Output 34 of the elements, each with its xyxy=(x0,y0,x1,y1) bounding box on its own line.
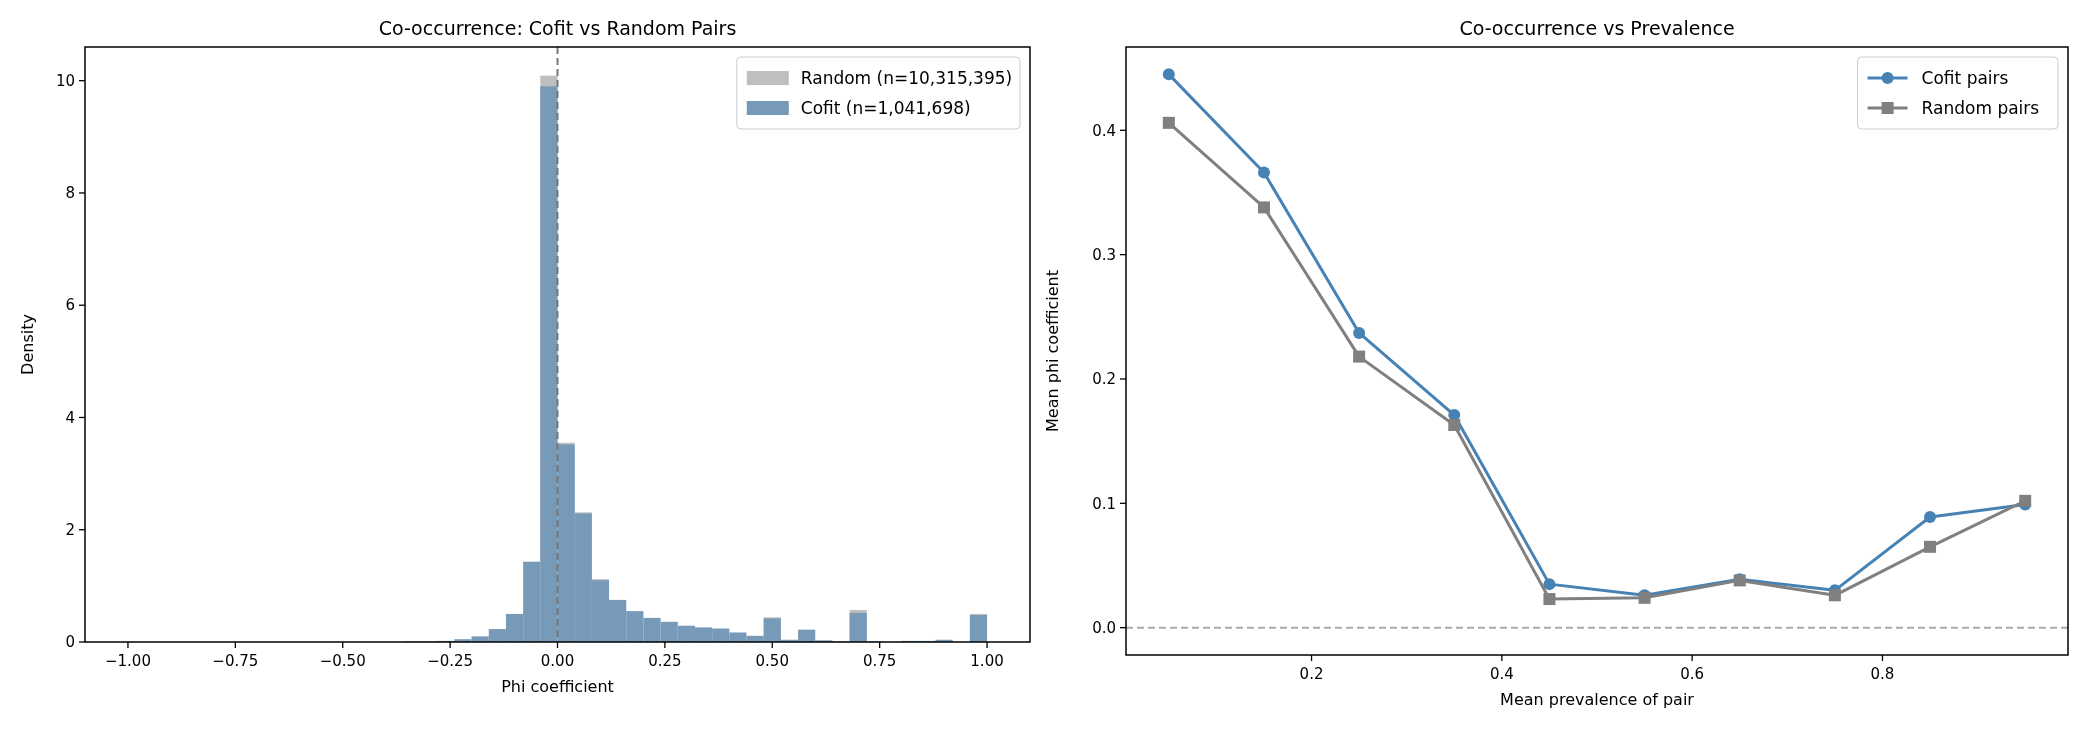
x-tick-label: −0.50 xyxy=(319,652,366,670)
y-tick-label: 8 xyxy=(65,184,75,203)
y-tick-label: 0.3 xyxy=(1092,245,1116,264)
y-tick-label: 0 xyxy=(65,633,75,652)
y-tick-label: 0.0 xyxy=(1092,618,1116,637)
legend-label: Random (n=10,315,395) xyxy=(800,67,1013,88)
y-tick-label: 0.4 xyxy=(1092,121,1116,140)
x-tick-label: 0.75 xyxy=(862,652,897,670)
x-tick-label: −1.00 xyxy=(104,652,151,670)
x-tick-label: 0.4 xyxy=(1489,665,1514,683)
x-tick-label: 0.00 xyxy=(540,652,575,670)
x-tick-label: −0.75 xyxy=(212,652,259,670)
x-tick-label: 0.2 xyxy=(1299,665,1324,683)
y-tick-label: 0.1 xyxy=(1092,494,1116,513)
legend-label: Cofit pairs xyxy=(1921,67,2009,88)
legend-label: Cofit (n=1,041,698) xyxy=(800,97,971,118)
chart-title: Co-occurrence: Cofit vs Random Pairs xyxy=(378,17,737,39)
x-tick-label: −0.25 xyxy=(427,652,474,670)
y-axis-title: Density xyxy=(18,314,37,375)
x-tick-label: 0.25 xyxy=(648,652,682,670)
x-axis-title: Phi coefficient xyxy=(501,677,614,696)
y-tick-label: 2 xyxy=(65,520,75,539)
x-tick-label: 0.8 xyxy=(1870,665,1895,683)
y-tick-label: 4 xyxy=(65,408,75,427)
y-tick-label: 6 xyxy=(65,296,75,315)
x-tick-label: 1.00 xyxy=(970,652,1004,670)
y-tick-label: 0.2 xyxy=(1092,370,1116,389)
y-tick-label: 10 xyxy=(55,71,75,90)
x-tick-label: 0.6 xyxy=(1680,665,1705,683)
legend-label: Random pairs xyxy=(1921,97,2040,118)
chart-title: Co-occurrence vs Prevalence xyxy=(1459,17,1735,39)
x-axis-title: Mean prevalence of pair xyxy=(1500,690,1695,709)
y-axis-title: Mean phi coefficient xyxy=(1043,270,1062,432)
x-tick-label: 0.50 xyxy=(755,652,789,670)
